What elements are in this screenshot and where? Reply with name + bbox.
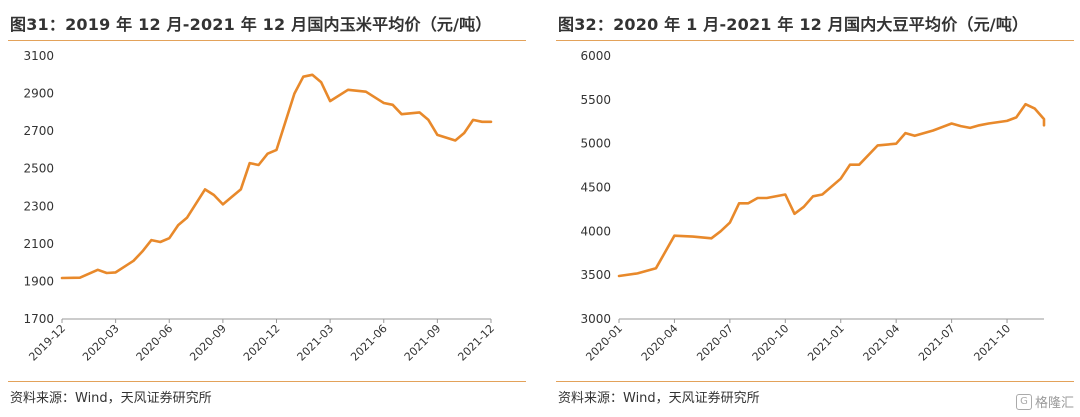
x-tick-label: 2020-09 bbox=[187, 322, 229, 364]
source-divider bbox=[556, 381, 1074, 382]
y-tick-label: 3500 bbox=[580, 268, 611, 282]
soybean-price-chart: 3000 3500 4000 4500 5000 5500 6000 2020-01 2020-… bbox=[580, 49, 1046, 364]
series-line bbox=[617, 102, 1046, 278]
y-tick-label: 4500 bbox=[580, 181, 611, 195]
x-tick-label: 2020-06 bbox=[134, 322, 176, 364]
x-tick-label: 2021-03 bbox=[295, 322, 337, 364]
y-tick-label: 5500 bbox=[580, 93, 611, 107]
x-tick-label: 2021-06 bbox=[348, 322, 390, 364]
x-tick-label: 2020-03 bbox=[80, 322, 122, 364]
source-note: 资料来源：Wind，天风证券研究所 bbox=[10, 391, 212, 406]
x-tick-label: 2021-09 bbox=[402, 322, 444, 364]
y-tick-label: 5000 bbox=[580, 137, 611, 151]
x-tick-label: 2021-07 bbox=[916, 322, 958, 364]
x-tick-label: 2020-07 bbox=[694, 322, 736, 364]
title-divider bbox=[556, 40, 1074, 41]
x-tick-label: 2021-01 bbox=[805, 322, 847, 364]
chart-title: 图32：2020 年 1 月-2021 年 12 月国内大豆平均价（元/吨） bbox=[558, 15, 1029, 34]
y-tick-label: 4000 bbox=[580, 224, 611, 238]
y-tick-label: 3000 bbox=[580, 312, 611, 326]
gelonghui-logo-icon: G bbox=[1015, 393, 1032, 410]
series-line bbox=[60, 73, 493, 280]
source-divider bbox=[8, 381, 526, 382]
chart-panel-soybean: 图32：2020 年 1 月-2021 年 12 月国内大豆平均价（元/吨） 3… bbox=[548, 0, 1080, 417]
y-tick-label: 6000 bbox=[580, 49, 611, 63]
watermark-text: 格隆汇 bbox=[1034, 396, 1074, 411]
y-tick-label: 3100 bbox=[23, 49, 54, 63]
x-tick-label: 2020-04 bbox=[639, 322, 681, 364]
y-tick-label: 2300 bbox=[23, 199, 54, 213]
chart-title: 图31：2019 年 12 月-2021 年 12 月国内玉米平均价（元/吨） bbox=[10, 15, 492, 34]
x-tick-label: 2021-04 bbox=[861, 322, 903, 364]
y-tick-label: 2900 bbox=[23, 87, 54, 101]
y-tick-label: 1700 bbox=[23, 312, 54, 326]
x-tick-label: 2020-10 bbox=[750, 322, 792, 364]
y-tick-label: 1900 bbox=[23, 274, 54, 288]
x-tick-label: 2019-12 bbox=[26, 322, 68, 364]
y-tick-label: 2100 bbox=[23, 237, 54, 251]
y-tick-label: 2700 bbox=[23, 124, 54, 138]
x-tick-label: 2021-10 bbox=[971, 322, 1013, 364]
x-tick-label: 2021-12 bbox=[455, 322, 497, 364]
chart-panel-corn: 图31：2019 年 12 月-2021 年 12 月国内玉米平均价（元/吨） … bbox=[0, 0, 532, 417]
x-tick-label: 2020-12 bbox=[241, 322, 283, 364]
y-tick-label: 2500 bbox=[23, 162, 54, 176]
x-tick-label: 2020-01 bbox=[583, 322, 625, 364]
title-divider bbox=[8, 40, 526, 41]
corn-price-chart: 1700 1900 2100 2300 2500 2700 2900 3100 2019-12 2… bbox=[23, 49, 497, 364]
watermark: G 格隆汇 bbox=[1015, 392, 1074, 411]
source-note: 资料来源：Wind，天风证券研究所 bbox=[558, 391, 760, 406]
